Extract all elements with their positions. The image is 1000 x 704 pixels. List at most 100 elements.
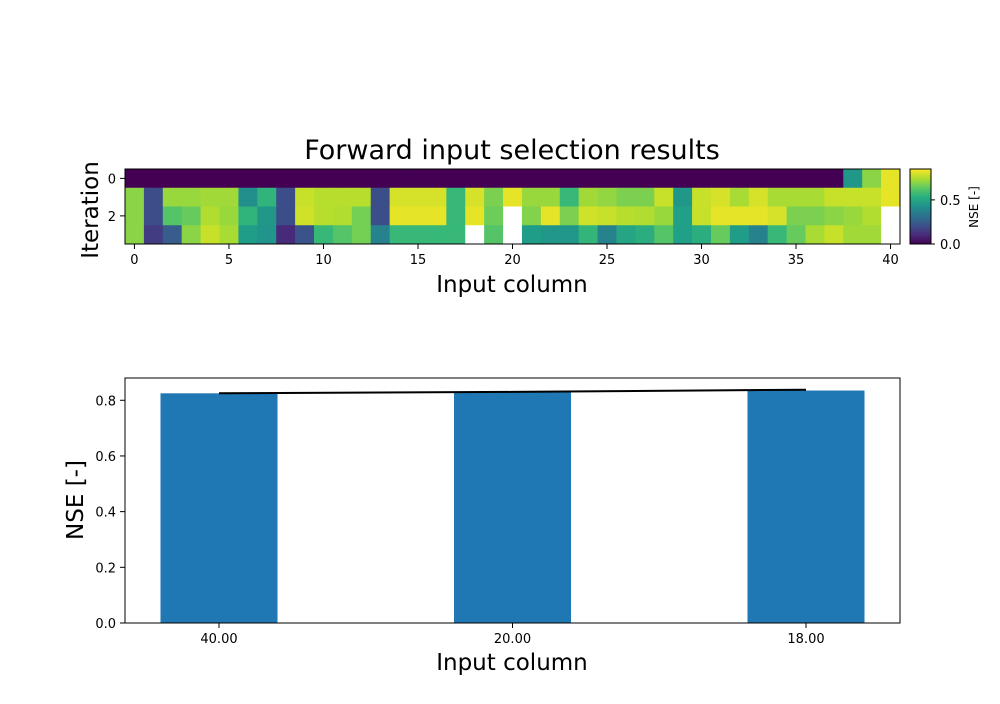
heatmap-cell [332,169,353,189]
heatmap-x-tick-label: 10 [315,253,332,268]
heatmap-cell [540,169,561,189]
heatmap-cell [881,225,901,245]
heatmap-cell [881,206,901,226]
heatmap-cell [427,206,447,226]
heatmap-cell [238,187,258,207]
bar-x-tick-label: 40.00 [200,632,237,647]
heatmap-cell [843,206,863,226]
heatmap-cell [673,169,693,189]
heatmap-x-axis-label: Input column [436,272,588,298]
colorbar-gradient [909,168,932,245]
heatmap-cell [881,187,901,207]
heatmap-cell [446,225,466,245]
heatmap-cell [540,225,561,245]
heatmap-cell [314,206,334,226]
heatmap-cell [257,169,277,189]
heatmap-y-axis-label: Iteration [78,161,104,259]
heatmap-cell [427,187,447,207]
heatmap-x-tick-label: 15 [410,253,427,268]
heatmap-cell [805,225,825,245]
heatmap-cell [692,225,712,245]
heatmap-cell [162,187,183,207]
heatmap-cell [389,169,409,189]
heatmap-cell [578,225,598,245]
heatmap-cell [219,225,239,245]
heatmap-cell [181,225,202,245]
heatmap-cell [767,206,787,226]
heatmap-cell [370,225,391,245]
heatmap-cell [257,225,277,245]
heatmap-cell [748,206,769,226]
heatmap-cell [597,225,617,245]
heatmap-cell [692,187,712,207]
heatmap-cell [238,169,258,189]
heatmap-cell [729,225,750,245]
heatmap-cell [200,187,220,207]
heatmap-cell [692,169,712,189]
heatmap-chart: Forward input selection results 0 5 10 15 20… [78,135,981,298]
heatmap-cell [314,225,334,245]
heatmap-cell [276,225,296,245]
heatmap-cell [370,187,391,207]
heatmap-cell [200,206,220,226]
heatmap-cell [465,225,485,245]
heatmap-cell [748,187,769,207]
heatmap-cell [654,206,674,226]
heatmap-cell [710,206,731,226]
heatmap-cell [125,169,145,189]
bar [454,391,571,623]
bar [160,393,278,623]
heatmap-x-tick-label: 35 [788,253,805,268]
heatmap-cell [484,187,504,207]
heatmap-cell [219,187,239,207]
heatmap-cell [559,225,580,245]
heatmap-cell [862,187,882,207]
heatmap-cell [616,187,636,207]
heatmap-cell [767,225,787,245]
heatmap-cell [521,169,542,189]
heatmap-cell [805,187,825,207]
heatmap-cell [503,225,523,245]
heatmap-cell [786,169,806,189]
heatmap-cell [862,169,882,189]
heatmap-cell [219,169,239,189]
heatmap-cell [578,206,598,226]
heatmap-cell [729,187,750,207]
heatmap-cell [521,225,542,245]
heatmap-cell [351,169,372,189]
heatmap-cell [635,206,655,226]
heatmap-cell [351,225,372,245]
heatmap-cell [786,225,806,245]
heatmap-cell [824,206,844,226]
heatmap-cell [748,225,769,245]
heatmap-cell [351,187,372,207]
heatmap-cell [162,225,183,245]
heatmap-cell [503,169,523,189]
colorbar-tick-label: 0.5 [940,194,961,209]
heatmap-cell [181,206,202,226]
heatmap-cell [408,206,428,226]
bar-y-tick-label: 0.6 [95,450,116,465]
bar-x-ticks: 40.00 20.00 18.00 [200,623,825,647]
heatmap-cell [748,169,769,189]
heatmap-cell [597,169,617,189]
heatmap-cell [143,187,164,207]
heatmap-cell [824,187,844,207]
heatmap-cell [295,225,315,245]
heatmap-y-tick-label: 2 [108,210,116,225]
heatmap-cell [295,206,315,226]
heatmap-cell [767,187,787,207]
heatmap-cell [559,169,580,189]
heatmap-y-ticks: 02 [108,172,125,225]
heatmap-cell [276,169,296,189]
heatmap-cell [484,225,504,245]
heatmap-cell [125,225,145,245]
heatmap-cell [446,169,466,189]
heatmap-cell [408,187,428,207]
heatmap-cell [446,187,466,207]
heatmap-cell [389,187,409,207]
colorbar: 0.0 0.5 NSE [-] [909,168,981,253]
heatmap-cell [314,187,334,207]
bar-y-tick-label: 0.4 [95,506,116,521]
